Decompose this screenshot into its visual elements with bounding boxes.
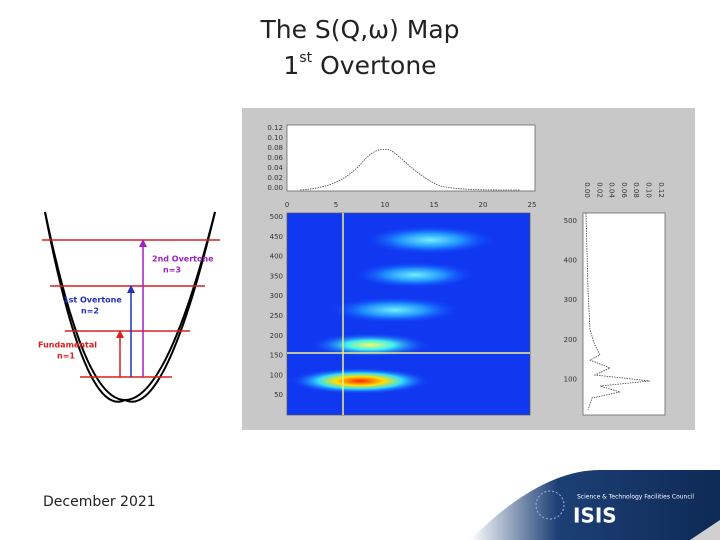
level-name: Fundamental <box>38 341 97 350</box>
logo-text: ISIS <box>573 504 617 528</box>
top-y-tick-label: 0.06 <box>267 154 283 162</box>
top-y-tick-label: 0.00 <box>267 184 283 192</box>
energy-diagram: 2nd Overtone n=3 1st Overtone n=2 Fundam… <box>38 211 220 403</box>
heatmap-blob <box>355 262 475 288</box>
right-x-tick-label: 0.10 <box>645 182 653 198</box>
subtitle-superscript: st <box>299 50 312 66</box>
footer-date: December 2021 <box>43 494 156 510</box>
main-y-tick-label: 400 <box>270 253 283 261</box>
top-x-tick-label: 0 <box>285 201 289 209</box>
heatmap-blob <box>310 333 430 357</box>
arrowhead <box>116 330 124 338</box>
heatmap-blob <box>365 226 495 254</box>
top-y-tick-label: 0.12 <box>267 124 283 132</box>
right-profile-box <box>582 212 666 416</box>
main-y-tick-label: 350 <box>270 272 283 280</box>
right-y-tick-label: 500 <box>564 217 577 225</box>
top-x-tick-label: 15 <box>430 201 439 209</box>
arrowhead <box>139 239 147 247</box>
right-x-tick-label: 0.12 <box>657 182 665 198</box>
main-y-tick-label: 150 <box>270 352 283 360</box>
top-x-tick-label: 10 <box>381 201 390 209</box>
top-x-tick-label: 5 <box>334 201 338 209</box>
arrowhead <box>127 285 135 293</box>
logo: Science & Technology Facilities Council … <box>470 470 720 540</box>
sqw-plot: 0.12 0.10 0.08 0.06 0.04 0.02 0.00 0 5 10 15 20 25 50… <box>242 108 695 430</box>
top-profile-box <box>286 124 536 192</box>
right-x-tick-label: 0.08 <box>632 182 640 198</box>
level-n: n=2 <box>81 307 99 316</box>
logo-mark <box>535 490 565 520</box>
right-x-tick-label: 0.04 <box>608 182 616 198</box>
level-name: 1st Overtone <box>63 296 122 305</box>
main-y-tick-label: 500 <box>270 213 283 221</box>
level-n: n=1 <box>57 352 75 361</box>
top-y-tick-label: 0.10 <box>267 134 283 142</box>
right-x-tick-label: 0.06 <box>620 182 628 198</box>
level-n: n=3 <box>163 266 181 275</box>
level-name: 2nd Overtone <box>152 255 214 264</box>
top-y-tick-label: 0.08 <box>267 144 283 152</box>
main-y-tick-label: 50 <box>274 391 283 399</box>
slide-title: The S(Q,ω) Map <box>259 15 459 44</box>
slide-subtitle: 1st Overtone <box>283 50 436 80</box>
logo-band <box>470 470 720 540</box>
logo-organization: Science & Technology Facilities Council <box>577 494 694 501</box>
heatmap-blob <box>330 297 460 323</box>
right-x-tick-label: 0.02 <box>595 182 603 198</box>
right-y-tick-label: 300 <box>564 296 577 304</box>
top-profile-curve <box>299 148 521 191</box>
top-y-tick-label: 0.02 <box>267 174 283 182</box>
corner <box>690 520 720 540</box>
top-x-tick-label: 25 <box>528 201 537 209</box>
top-x-tick-label: 20 <box>479 201 488 209</box>
main-y-tick-label: 200 <box>270 332 283 340</box>
right-y-tick-label: 200 <box>564 336 577 344</box>
subtitle-text: Overtone <box>320 51 436 80</box>
right-y-tick-label: 100 <box>564 375 577 383</box>
right-x-tick-label: 0.00 <box>583 182 591 198</box>
right-y-tick-label: 400 <box>564 257 577 265</box>
main-y-tick-label: 250 <box>270 312 283 320</box>
subtitle-number: 1 <box>283 51 299 80</box>
heatmap-blob <box>290 368 430 394</box>
main-y-tick-label: 450 <box>270 233 283 241</box>
potential-curve <box>44 211 216 402</box>
main-y-tick-label: 300 <box>270 292 283 300</box>
main-y-tick-label: 100 <box>270 371 283 379</box>
top-y-tick-label: 0.04 <box>267 164 283 172</box>
